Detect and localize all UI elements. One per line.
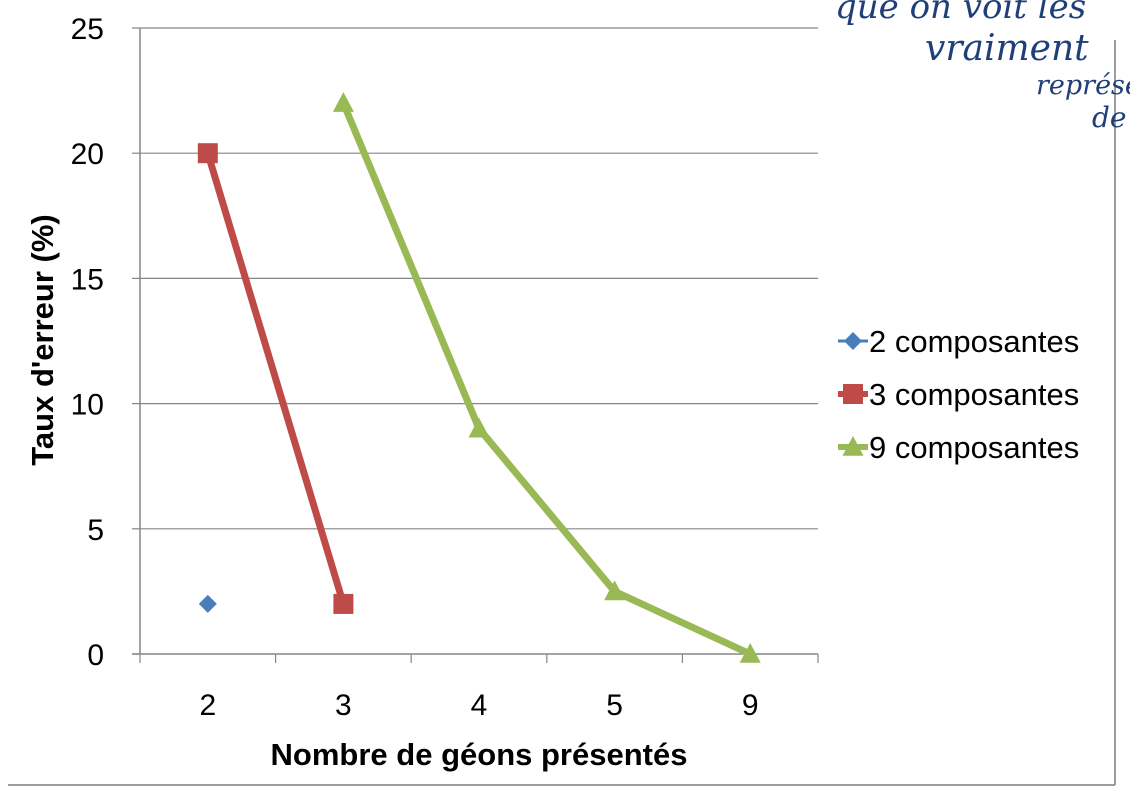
- data-point: [604, 580, 626, 601]
- tick-labels: 0 5 10 15 20 25 2 3 4 5 9: [71, 13, 759, 722]
- series-2: [332, 92, 761, 663]
- legend-item-1: 3 composantes: [838, 377, 1079, 412]
- data-point: [197, 143, 218, 164]
- x-tick-label: 5: [606, 689, 623, 722]
- x-tick-label: 2: [199, 689, 216, 722]
- note-line-4: de: [1092, 101, 1127, 134]
- x-tick-label: 4: [471, 689, 488, 722]
- legend-marker: [844, 332, 862, 350]
- legend-item-2: 9 composantes: [838, 430, 1079, 465]
- x-axis-title: Nombre de géons présentés: [271, 737, 688, 772]
- y-tick-label: 20: [71, 138, 104, 171]
- legend-item-0: 2 composantes: [838, 324, 1079, 359]
- y-tick-label: 5: [87, 514, 104, 547]
- legend-marker: [843, 384, 863, 404]
- y-tick-label: 10: [71, 389, 104, 422]
- legend: 2 composantes 3 composantes 9 composantes: [838, 324, 1079, 465]
- data-point: [739, 643, 761, 663]
- grid-lines: [140, 27, 818, 530]
- legend-label: 9 composantes: [869, 430, 1079, 465]
- y-tick-label: 0: [87, 639, 104, 672]
- note-line-3: représe: [1036, 70, 1130, 101]
- data-point: [333, 593, 354, 614]
- x-tick-label: 9: [742, 689, 759, 722]
- series-1: [197, 143, 354, 614]
- series-line-2: [340, 101, 752, 658]
- legend-label: 2 composantes: [869, 324, 1079, 359]
- y-tick-label: 25: [71, 13, 104, 46]
- axes: [132, 27, 819, 663]
- data-point: [198, 594, 217, 613]
- series-layer: [197, 92, 761, 663]
- note-line-1: que on voit les: [835, 0, 1086, 27]
- data-point: [468, 417, 490, 438]
- series-0: [198, 594, 217, 613]
- legend-label: 3 composantes: [869, 377, 1079, 412]
- y-axis-title: Taux d'erreur (%): [25, 214, 60, 465]
- note-line-2: vraiment: [925, 28, 1089, 69]
- series-line-1: [204, 152, 347, 605]
- y-tick-label: 15: [71, 263, 104, 296]
- handwritten-note: que on voit les vraiment représe de: [835, 0, 1130, 134]
- data-point: [332, 92, 354, 112]
- legend-marker: [842, 436, 864, 456]
- x-tick-label: 3: [335, 689, 352, 722]
